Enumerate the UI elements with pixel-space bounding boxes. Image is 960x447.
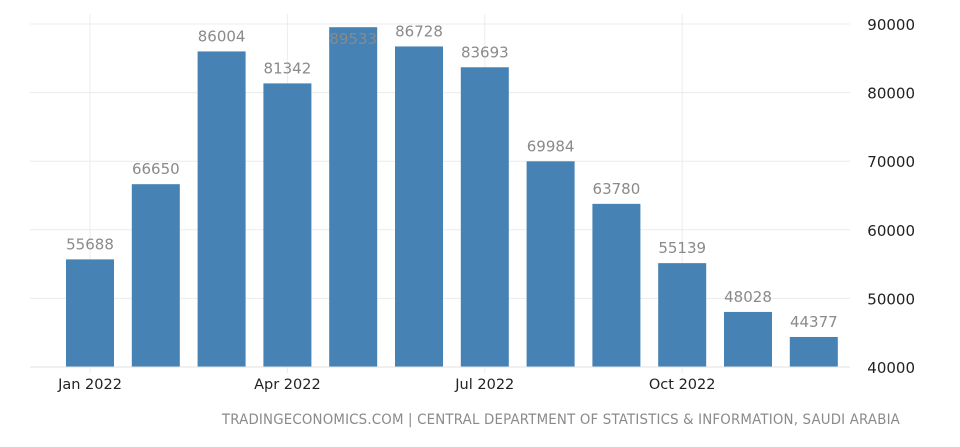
bar-feb-2022 (131, 184, 180, 367)
data-label: 44377 (790, 313, 838, 331)
x-tick-label: Jan 2022 (57, 377, 122, 393)
data-label: 69984 (527, 137, 575, 155)
data-label: 86728 (395, 22, 443, 40)
data-label: 81342 (264, 59, 312, 77)
data-label: 86004 (198, 27, 246, 45)
source-attribution: TRADINGECONOMICS.COM | CENTRAL DEPARTMEN… (221, 412, 900, 428)
data-label: 63780 (593, 180, 641, 198)
x-tick-label: Apr 2022 (254, 377, 321, 393)
y-tick-label: 70000 (867, 153, 915, 171)
y-tick-label: 80000 (867, 85, 915, 103)
bar-jan-2022 (66, 259, 114, 367)
y-tick-label: 40000 (867, 359, 915, 377)
bar-oct-2022 (658, 263, 707, 367)
data-label: 83693 (461, 43, 509, 61)
data-label: 55139 (658, 239, 706, 257)
bar-aug-2022 (526, 161, 575, 367)
bar-jun-2022 (395, 46, 443, 367)
bar-sep-2022 (592, 203, 641, 367)
data-label: 48028 (724, 288, 772, 306)
data-label: 55688 (66, 235, 114, 253)
bar-mar-2022 (197, 51, 246, 367)
bar-may-2022 (329, 27, 378, 368)
x-tick-label: Oct 2022 (649, 377, 716, 393)
data-label: 89533 (329, 30, 377, 48)
x-tick-label: Jul 2022 (454, 377, 514, 393)
bar-dec-2022 (789, 336, 838, 367)
bar-jul-2022 (460, 67, 509, 367)
y-tick-label: 60000 (867, 222, 915, 240)
y-tick-label: 90000 (867, 16, 915, 34)
bar-apr-2022 (263, 83, 312, 367)
y-tick-label: 50000 (867, 290, 915, 308)
bar-nov-2022 (724, 311, 772, 367)
data-label: 66650 (132, 160, 180, 178)
